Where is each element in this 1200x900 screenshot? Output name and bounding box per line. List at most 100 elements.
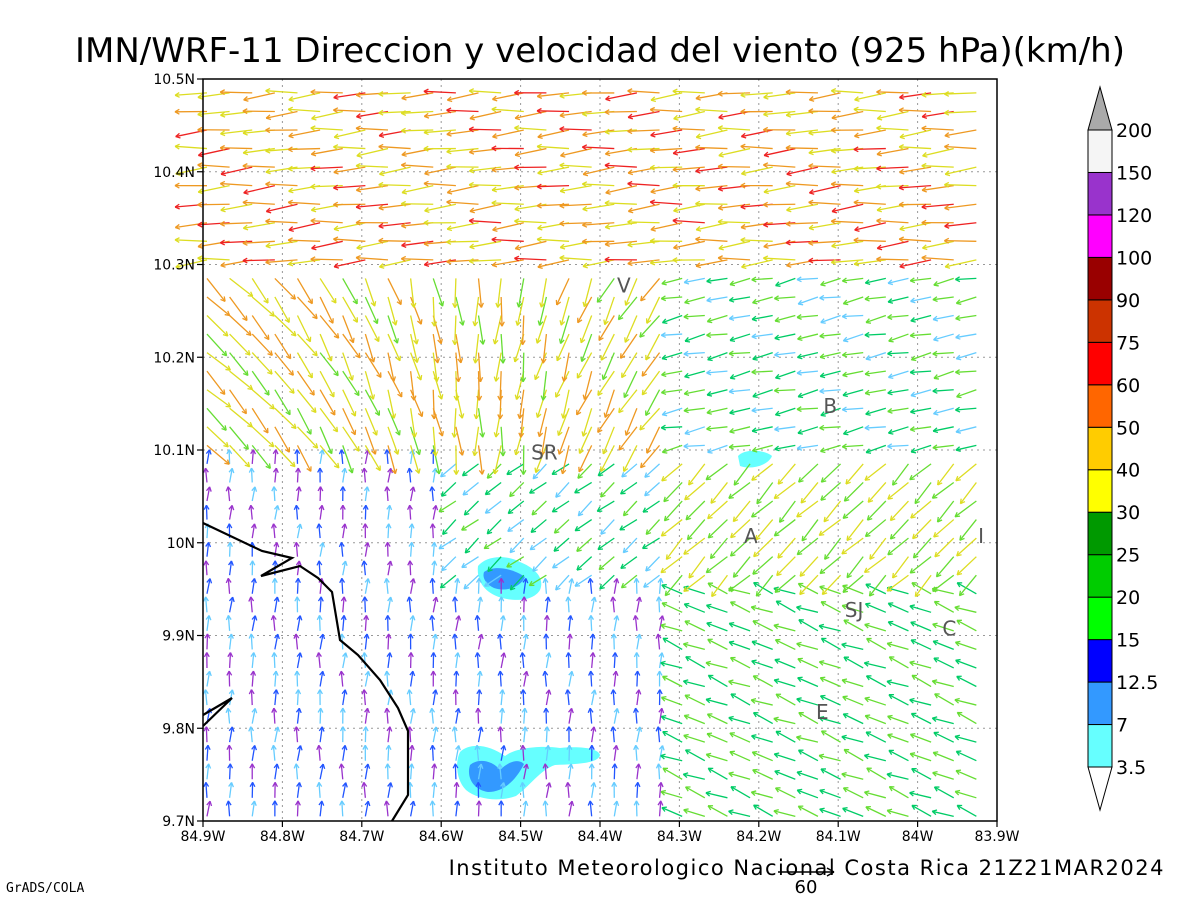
wind-arrow bbox=[899, 129, 932, 138]
wind-arrow-head bbox=[385, 523, 392, 529]
wind-arrow-head bbox=[729, 427, 735, 434]
wind-arrow bbox=[446, 259, 479, 263]
wind-arrow bbox=[821, 637, 841, 650]
wind-arrow bbox=[752, 426, 773, 432]
wind-arrow-head bbox=[249, 560, 256, 566]
wind-arrow-head bbox=[728, 388, 735, 395]
wind-arrow-head bbox=[477, 376, 484, 383]
wind-arrow-head bbox=[291, 423, 297, 430]
wind-arrow-head bbox=[536, 143, 542, 150]
wind-arrow bbox=[752, 556, 774, 575]
wind-arrow-head bbox=[228, 504, 235, 511]
wind-arrow-head bbox=[206, 578, 213, 584]
wind-arrow bbox=[477, 800, 480, 817]
wind-arrow bbox=[175, 259, 208, 268]
wind-arrow-head bbox=[672, 166, 678, 173]
wind-arrow bbox=[914, 574, 932, 597]
wind-arrow bbox=[909, 792, 932, 799]
wind-arrow bbox=[740, 239, 773, 242]
wind-arrow bbox=[650, 201, 683, 205]
wind-arrow-head bbox=[603, 319, 609, 326]
wind-arrow-head bbox=[911, 582, 917, 588]
wind-arrow bbox=[568, 801, 573, 817]
wind-arrow bbox=[545, 745, 549, 761]
wind-arrow-head bbox=[555, 299, 562, 306]
wind-arrow-head bbox=[243, 370, 249, 377]
wind-arrow-head bbox=[434, 358, 441, 364]
wind-arrow-head bbox=[226, 744, 233, 750]
wind-arrow-head bbox=[683, 443, 689, 450]
wind-arrow bbox=[890, 519, 909, 540]
wind-arrow-head bbox=[752, 392, 758, 399]
wind-arrow bbox=[843, 787, 864, 799]
wind-arrow bbox=[455, 296, 464, 326]
wind-arrow bbox=[342, 782, 347, 798]
wind-arrow bbox=[729, 641, 751, 651]
wind-arrow bbox=[944, 129, 977, 137]
wind-arrow-head bbox=[497, 726, 504, 732]
wind-arrow-head bbox=[598, 564, 605, 571]
wind-arrow-head bbox=[889, 534, 896, 540]
wind-arrow bbox=[491, 202, 524, 205]
low-speed-area-2 bbox=[738, 450, 772, 468]
wind-arrow-head bbox=[264, 334, 270, 341]
wind-arrow-head bbox=[175, 132, 181, 139]
wind-arrow-head bbox=[294, 800, 301, 806]
wind-arrow-head bbox=[333, 225, 340, 232]
wind-arrow-head bbox=[635, 689, 642, 695]
wind-arrow bbox=[944, 110, 977, 114]
wind-arrow-head bbox=[228, 689, 235, 695]
wind-arrow bbox=[899, 92, 932, 99]
wind-arrow bbox=[509, 482, 525, 497]
wind-arrow bbox=[646, 296, 661, 324]
wind-arrow bbox=[251, 615, 256, 631]
wind-arrow-head bbox=[361, 652, 368, 658]
wind-arrow bbox=[563, 352, 570, 382]
wind-arrow bbox=[545, 596, 549, 613]
wind-arrow-head bbox=[642, 543, 648, 550]
wind-arrow bbox=[364, 578, 369, 594]
wind-arrow bbox=[319, 763, 324, 780]
wind-arrow-head bbox=[432, 596, 439, 603]
wind-arrow bbox=[613, 800, 618, 817]
wind-arrow-head bbox=[632, 615, 639, 621]
wind-arrow bbox=[272, 615, 276, 631]
wind-arrow bbox=[363, 782, 367, 798]
wind-arrow-head bbox=[740, 108, 746, 115]
wind-arrow bbox=[797, 296, 819, 305]
wind-arrow-head bbox=[220, 170, 227, 177]
wind-arrow bbox=[409, 745, 413, 761]
wind-arrow bbox=[955, 370, 977, 373]
wind-arrow-head bbox=[423, 240, 429, 247]
wind-arrow-head bbox=[639, 332, 645, 338]
wind-arrow bbox=[730, 657, 751, 669]
wind-arrow-head bbox=[797, 582, 804, 589]
wind-arrow bbox=[387, 468, 392, 483]
wind-arrow-head bbox=[492, 226, 498, 232]
wind-arrow bbox=[175, 145, 208, 150]
wind-arrow bbox=[636, 634, 641, 650]
wind-arrow bbox=[319, 333, 333, 362]
wind-arrow bbox=[318, 615, 321, 631]
wind-arrow-head bbox=[265, 181, 271, 188]
wind-arrow-head bbox=[492, 468, 499, 475]
wind-arrow-head bbox=[660, 332, 667, 339]
wind-arrow bbox=[613, 633, 615, 650]
wind-arrow-head bbox=[864, 531, 871, 538]
wind-arrow-head bbox=[797, 805, 804, 811]
wind-arrow bbox=[446, 129, 479, 135]
wind-arrow bbox=[910, 370, 932, 374]
wind-arrow-head bbox=[912, 552, 919, 559]
wind-arrow-head bbox=[921, 125, 927, 132]
wind-arrow-head bbox=[356, 244, 362, 251]
wind-arrow bbox=[385, 578, 389, 594]
wind-arrow-head bbox=[498, 596, 505, 602]
wind-arrow-head bbox=[661, 602, 668, 608]
wind-arrow bbox=[229, 296, 248, 321]
lat-tick-label: 10.3N bbox=[153, 258, 195, 274]
wind-arrow bbox=[899, 146, 932, 150]
wind-arrow bbox=[695, 146, 728, 150]
wind-arrow-head bbox=[318, 726, 325, 732]
wind-arrow-head bbox=[429, 577, 436, 584]
wind-arrow-head bbox=[841, 771, 847, 778]
